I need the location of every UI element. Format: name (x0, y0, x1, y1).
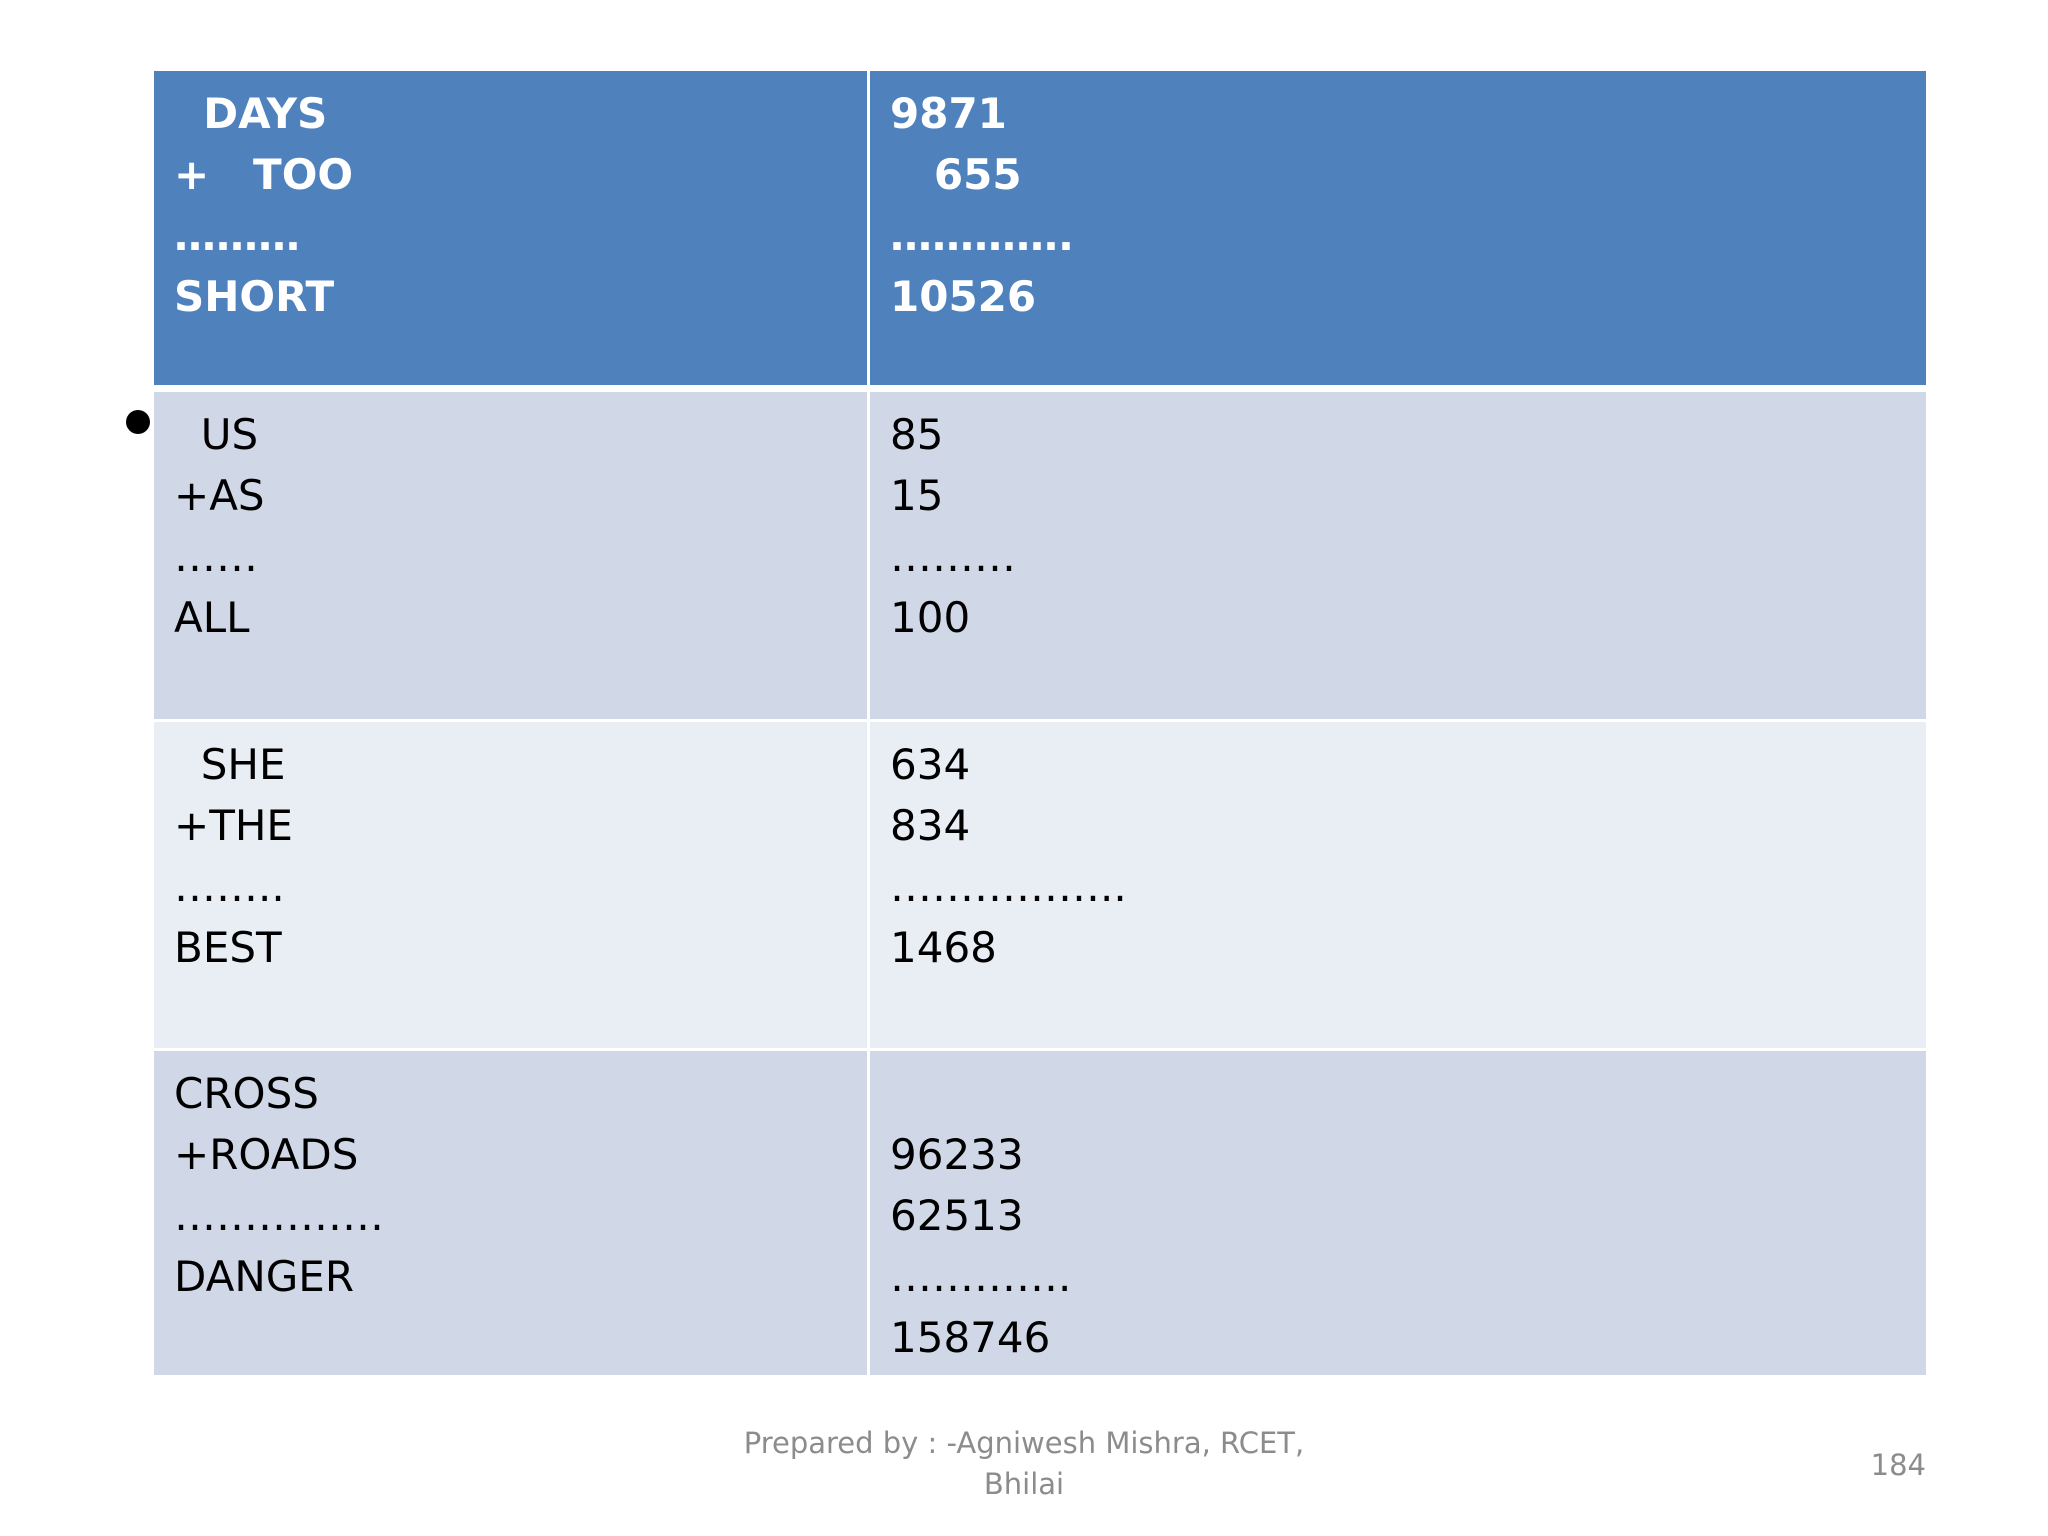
footer-line: Prepared by : -Agniwesh Mishra, RCET, (743, 1426, 1305, 1460)
cell-line: 655 (890, 150, 1022, 199)
cell-line: 10526 (890, 272, 1037, 321)
cell-line: 96233 (890, 1130, 1024, 1179)
table-cell: 9871 655 …………. 10526 (870, 71, 1926, 392)
cell-line: BEST (174, 923, 282, 972)
page-number: 184 (1870, 1448, 1926, 1482)
cell-line: …………….. (890, 862, 1127, 911)
cell-line: 634 (890, 740, 971, 789)
table-cell: 96233 62513 …………. 158746 (870, 1051, 1926, 1378)
cell-line: 834 (890, 801, 971, 850)
cell-line: 15 (890, 471, 944, 520)
cell-line: 1468 (890, 923, 997, 972)
cell-line: 85 (890, 410, 944, 459)
table-cell: CROSS +ROADS …………… DANGER (154, 1051, 870, 1378)
bullet (126, 410, 150, 434)
cell-line: SHORT (174, 272, 335, 321)
cell-line: +AS (174, 471, 265, 520)
cell-line: …….. (174, 862, 285, 911)
cell-line: DAYS (174, 89, 328, 138)
cell-line: DANGER (174, 1252, 355, 1301)
cell-line: + TOO (174, 150, 354, 199)
cell-line: ……… (174, 211, 300, 260)
cell-line: …………. (890, 211, 1074, 260)
footer: Prepared by : -Agniwesh Mishra, RCET, Bh… (724, 1423, 1324, 1505)
footer-line: Bhilai (983, 1467, 1065, 1501)
cell-line: CROSS (174, 1069, 319, 1118)
table-cell: 634 834 …………….. 1468 (870, 722, 1926, 1051)
cell-line: …… (174, 532, 258, 581)
table-cell: SHE +THE …….. BEST (154, 722, 870, 1051)
cell-line: ……… (890, 532, 1016, 581)
table-cell: 85 15 ……… 100 (870, 392, 1926, 722)
table-cell: US +AS …… ALL (154, 392, 870, 722)
cell-line: +ROADS (174, 1130, 359, 1179)
table-cell: DAYS + TOO ……… SHORT (154, 71, 870, 392)
cell-line: SHE (174, 740, 286, 789)
table: DAYS + TOO ……… SHORT 9871 655 …………. 10526 US +A… (154, 71, 1926, 1378)
cell-line: …………. (890, 1252, 1072, 1301)
cell-line: +THE (174, 801, 293, 850)
cell-line: 100 (890, 593, 971, 642)
cell-line: US (174, 410, 259, 459)
cell-line: 62513 (890, 1191, 1024, 1240)
cell-line: 158746 (890, 1313, 1051, 1362)
cell-line: …………… (174, 1191, 384, 1240)
cell-line: ALL (174, 593, 250, 642)
cell-line: 9871 (890, 89, 1007, 138)
